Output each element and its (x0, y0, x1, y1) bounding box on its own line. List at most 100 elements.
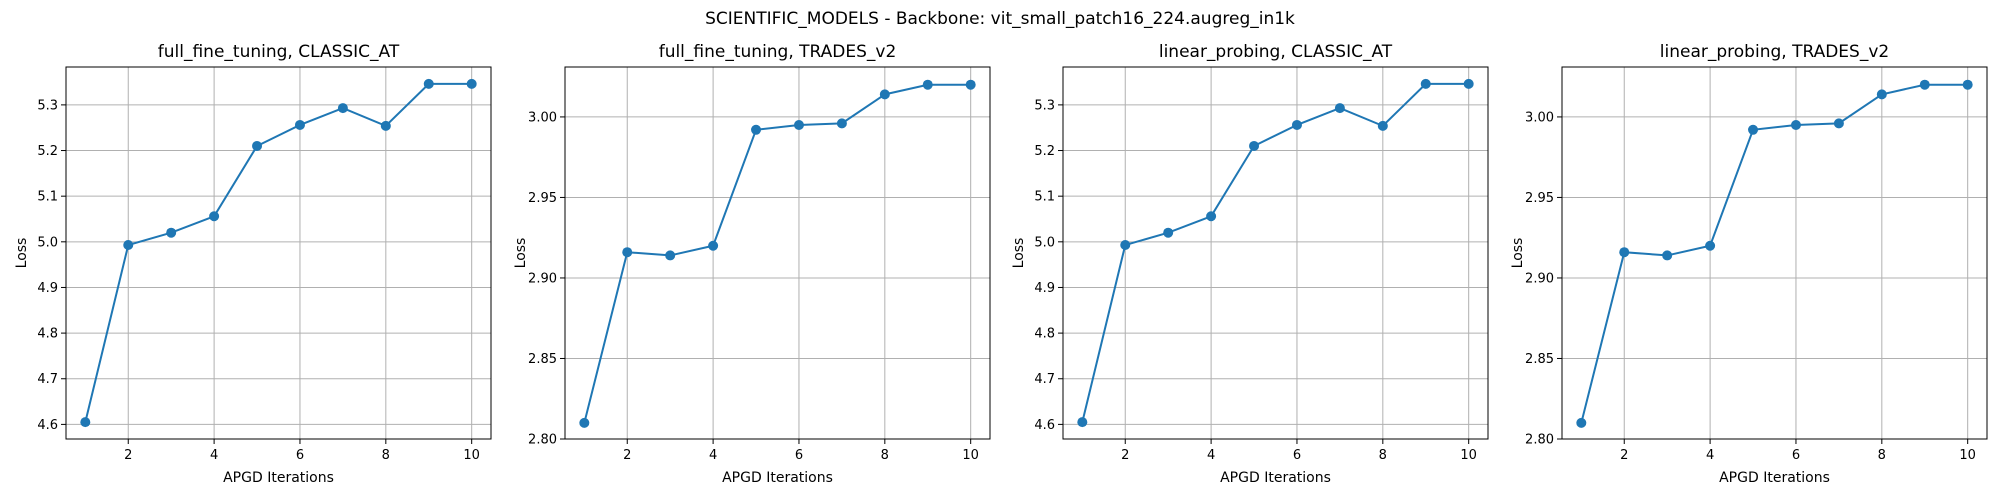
axes-frame (1561, 66, 1988, 440)
subplot-title: full_fine_tuning, TRADES_v2 (659, 42, 897, 62)
data-point (423, 78, 434, 89)
x-tick-label: 6 (296, 448, 304, 463)
data-point (1619, 247, 1630, 258)
series-line (1081, 82, 1469, 423)
x-axis-label: APGD Iterations (1220, 470, 1331, 486)
data-point (1420, 78, 1431, 89)
data-point (337, 103, 348, 114)
data-point (708, 240, 719, 251)
x-tick-label: 6 (1293, 448, 1301, 463)
x-tick-label: 8 (1878, 448, 1886, 463)
y-tick-label: 2.90 (1525, 271, 1554, 286)
x-tick-label: 8 (881, 448, 889, 463)
data-point (1249, 140, 1260, 151)
subplot-title: linear_probing, CLASSIC_AT (1159, 42, 1393, 62)
y-tick-label: 2.80 (1525, 433, 1554, 448)
data-point (751, 124, 762, 135)
figure-title: SCIENTIFIC_MODELS - Backbone: vit_small_… (705, 9, 1295, 29)
x-axis-label: APGD Iterations (223, 470, 334, 486)
axes-frame (65, 66, 492, 440)
data-point (1377, 120, 1388, 131)
data-point (1463, 78, 1474, 89)
y-tick-label: 4.7 (37, 372, 58, 387)
data-point (166, 227, 177, 238)
data-point (252, 140, 263, 151)
x-tick-label: 6 (1792, 448, 1800, 463)
subplot-1: 2 4 6 8 10 4.6 4.7 4.8 4.9 5.0 5.1 5.2 5.3 full_fine_… (14, 42, 492, 486)
data-point (1833, 118, 1844, 129)
subplot-grid: 2 4 6 8 10 4.6 4.7 4.8 4.9 5.0 5.1 5.2 5.3 full_fine_… (14, 42, 1988, 486)
data-point (922, 79, 933, 90)
subplot-title: linear_probing, TRADES_v2 (1660, 42, 1889, 62)
y-tick-label: 2.90 (528, 271, 557, 286)
x-axis-label: APGD Iterations (1719, 470, 1830, 486)
series-line (1580, 83, 1968, 424)
series-line (84, 82, 472, 423)
y-tick-label: 4.6 (37, 418, 58, 433)
y-tick-label: 4.9 (37, 281, 58, 296)
data-point (1919, 79, 1930, 90)
y-axis-label: Loss (1510, 238, 1526, 269)
data-point (1334, 103, 1345, 114)
data-point (665, 250, 676, 261)
data-point (1576, 417, 1587, 428)
y-tick-label: 4.6 (1034, 418, 1055, 433)
subplot-title: full_fine_tuning, CLASSIC_AT (158, 42, 400, 62)
data-point (579, 417, 590, 428)
data-point (1748, 124, 1759, 135)
x-tick-label: 6 (795, 448, 803, 463)
series-line (583, 83, 971, 424)
y-tick-label: 2.85 (528, 352, 557, 367)
data-point (466, 78, 477, 89)
y-tick-label: 2.85 (1525, 352, 1554, 367)
data-point (1206, 211, 1217, 222)
data-point (1163, 227, 1174, 238)
data-point (1291, 119, 1302, 130)
x-tick-label: 2 (1121, 448, 1129, 463)
y-tick-label: 5.0 (37, 235, 58, 250)
x-tick-label: 4 (1706, 448, 1714, 463)
subplot-2: 2 4 6 8 10 2.80 2.85 2.90 2.95 3.00 full_fine_tuni… (513, 42, 991, 486)
data-point (380, 120, 391, 131)
data-point (879, 89, 890, 100)
x-tick-label: 10 (1959, 448, 1976, 463)
x-tick-label: 10 (962, 448, 979, 463)
y-tick-label: 3.00 (528, 110, 557, 125)
y-tick-label: 4.7 (1034, 372, 1055, 387)
y-tick-label: 5.0 (1034, 235, 1055, 250)
data-point (80, 417, 91, 428)
data-point (209, 211, 220, 222)
y-tick-label: 5.1 (37, 190, 58, 205)
axes-frame (564, 66, 991, 440)
y-tick-label: 3.00 (1525, 110, 1554, 125)
data-point (294, 119, 305, 130)
y-tick-label: 5.3 (37, 98, 58, 113)
subplot-4: 2 4 6 8 10 2.80 2.85 2.90 2.95 3.00 linear_probing… (1510, 42, 1988, 486)
axes-frame (1062, 66, 1489, 440)
data-point (622, 247, 633, 258)
data-point (1662, 250, 1673, 261)
x-tick-label: 8 (1379, 448, 1387, 463)
subplot-3: 2 4 6 8 10 4.6 4.7 4.8 4.9 5.0 5.1 5.2 5.3 linear_pro… (1011, 42, 1489, 486)
y-tick-label: 5.1 (1034, 190, 1055, 205)
data-point (965, 79, 976, 90)
y-tick-label: 4.8 (1034, 327, 1055, 342)
x-tick-label: 10 (1460, 448, 1477, 463)
y-tick-label: 2.95 (1525, 191, 1554, 206)
y-axis-label: Loss (513, 238, 529, 269)
data-point (793, 119, 804, 130)
data-point (836, 118, 847, 129)
y-tick-label: 4.8 (37, 327, 58, 342)
y-tick-label: 2.95 (528, 191, 557, 206)
y-tick-label: 5.2 (1034, 144, 1055, 159)
x-axis-label: APGD Iterations (722, 470, 833, 486)
data-point (1962, 79, 1973, 90)
data-point (1705, 240, 1716, 251)
y-tick-label: 2.80 (528, 433, 557, 448)
x-tick-label: 2 (1620, 448, 1628, 463)
x-tick-label: 4 (709, 448, 717, 463)
y-tick-label: 4.9 (1034, 281, 1055, 296)
x-tick-label: 4 (1207, 448, 1215, 463)
